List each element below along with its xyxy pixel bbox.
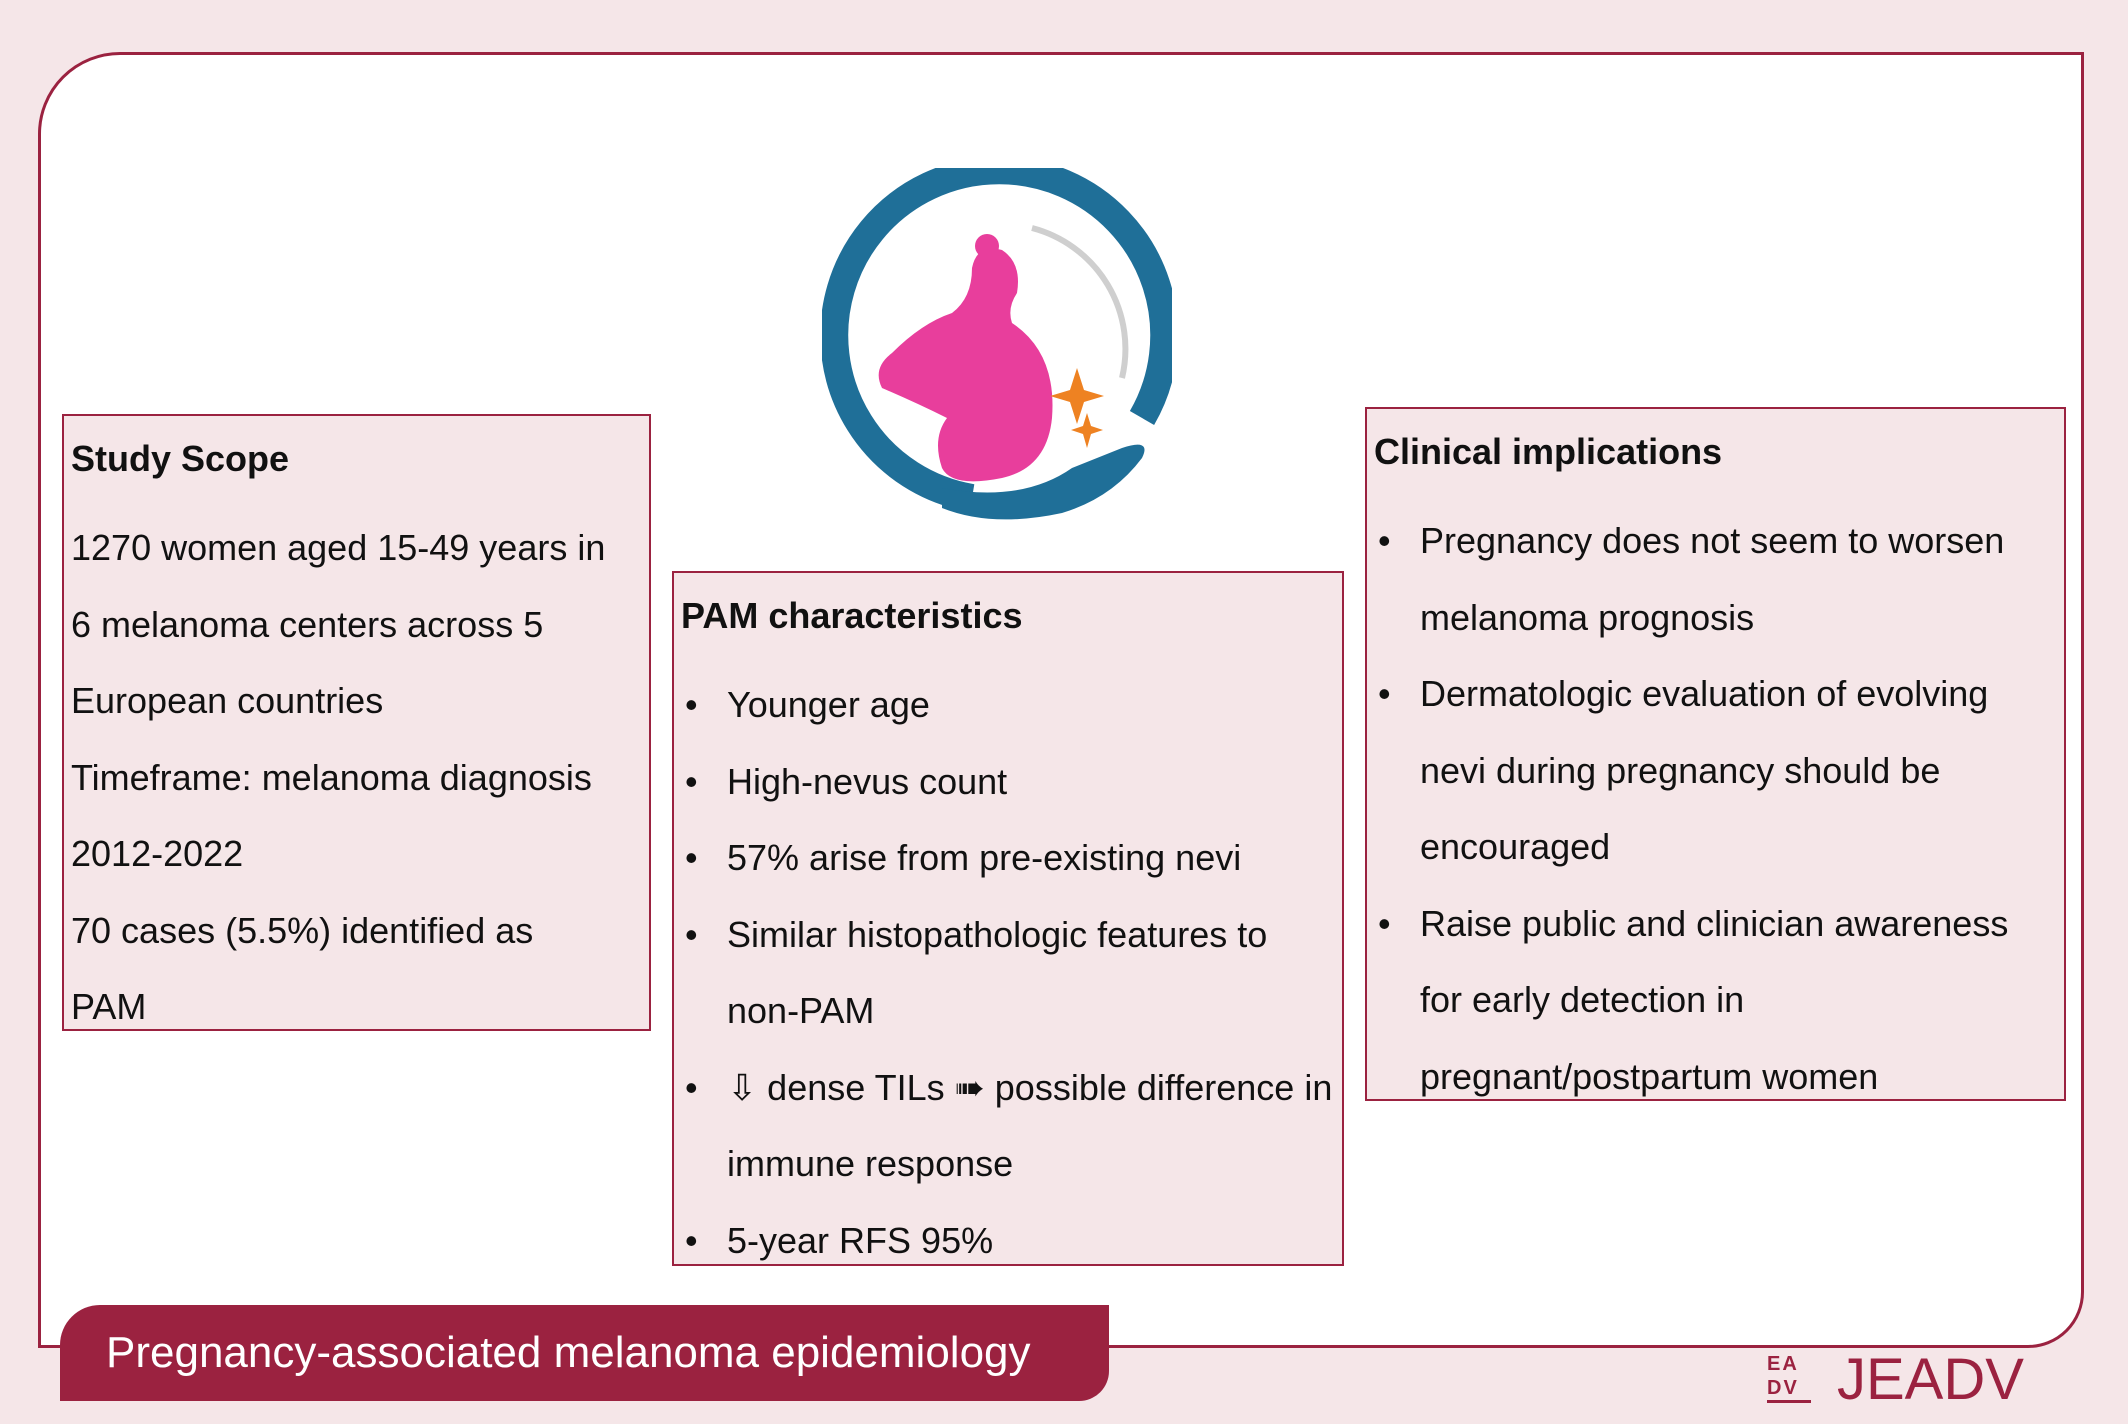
jeadv-logo: EADV JEADV	[1767, 1350, 2067, 1410]
pregnancy-logo-icon	[822, 168, 1172, 520]
study-scope-box: Study Scope 1270 women aged 15-49 years …	[62, 414, 651, 1031]
pam-characteristics-box: PAM characteristics Younger age High-nev…	[672, 571, 1344, 1279]
clinical-implications-box: Clinical implications Pregnancy does not…	[1365, 407, 2066, 1101]
pam-item: Younger age	[681, 667, 1336, 744]
pam-title: PAM characteristics	[681, 595, 1023, 636]
pam-item: Similar histopathologic features to non-…	[681, 897, 1336, 1050]
pam-item: 5-year RFS 95%	[681, 1203, 1336, 1280]
study-scope-line: 1270 women aged 15-49 years in	[71, 527, 606, 568]
title-banner: Pregnancy-associated melanoma epidemiolo…	[60, 1305, 1109, 1401]
clinical-item: Raise public and clinician awareness for…	[1374, 886, 2058, 1116]
clinical-item: Pregnancy does not seem to worsen melano…	[1374, 503, 2058, 656]
clinical-title: Clinical implications	[1374, 431, 1723, 472]
eadv-mark-icon: EADV	[1767, 1352, 1811, 1403]
study-scope-line: PAM	[71, 986, 147, 1027]
study-scope-line: 6 melanoma centers across 5	[71, 603, 544, 645]
study-scope-title: Study Scope	[71, 438, 290, 479]
pam-item: 57% arise from pre-existing nevi	[681, 820, 1336, 897]
pam-item: High-nevus count	[681, 744, 1336, 821]
study-scope-line: Timeframe: melanoma diagnosis	[71, 756, 592, 798]
clinical-item: Dermatologic evaluation of evolving nevi…	[1374, 656, 2058, 886]
jeadv-text: JEADV	[1837, 1347, 2024, 1412]
pam-item: ⇩ dense TILs ➠ possible difference in im…	[681, 1050, 1336, 1203]
study-scope-line: 70 cases (5.5%) identified as	[71, 909, 534, 951]
study-scope-line: European countries	[71, 680, 384, 721]
study-scope-line: 2012-2022	[71, 833, 244, 874]
